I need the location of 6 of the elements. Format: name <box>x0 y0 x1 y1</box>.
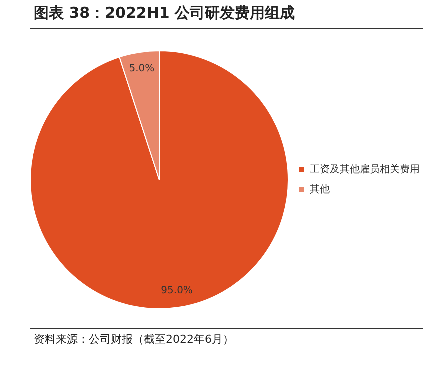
legend-label: 工资及其他雇员相关费用 <box>310 164 420 176</box>
text: 资料来源：公司财报（截至2022年6月） <box>34 332 234 347</box>
data-label: 95.0% <box>161 285 193 296</box>
data-label: 5.0% <box>129 64 155 75</box>
chart-title: 图表 38：2022H1 公司研发费用组成 <box>34 4 296 23</box>
legend-label: 其他 <box>310 184 330 196</box>
